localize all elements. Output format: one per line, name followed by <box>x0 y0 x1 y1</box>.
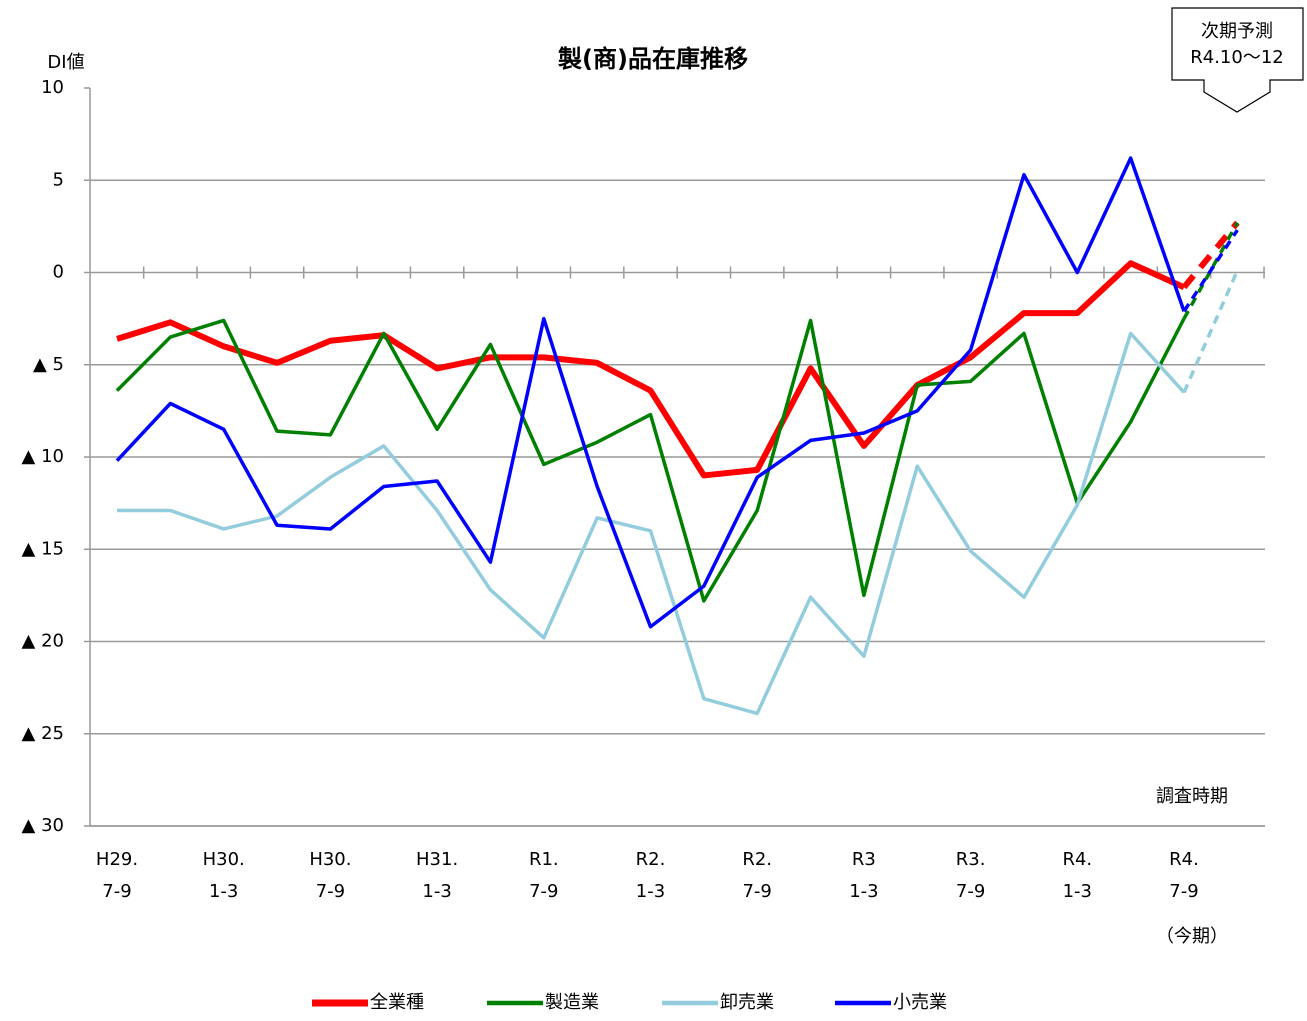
y-tick-label: ▲ 20 <box>22 631 64 652</box>
forecast-line <box>1182 221 1239 320</box>
legend-item: 小売業 <box>835 992 947 1013</box>
y-tick-label: ▲ 15 <box>22 538 64 559</box>
x-tick-label: 7-9 <box>102 881 131 902</box>
legend-label: 全業種 <box>370 992 424 1013</box>
legend-item: 卸売業 <box>662 992 774 1013</box>
forecast-line <box>1181 220 1240 290</box>
x-tick-label: 7-9 <box>316 881 345 902</box>
x-tick-label: H30. <box>203 849 245 870</box>
x-tick-label: H29. <box>96 849 138 870</box>
x-tick-label: 1-3 <box>1063 881 1092 902</box>
x-tick-label: 7-9 <box>956 881 985 902</box>
x-tick-label: R1. <box>529 849 559 870</box>
x-tick-label: H30. <box>309 849 351 870</box>
x-tick-label: R2. <box>742 849 772 870</box>
y-tick-label: ▲ 25 <box>22 723 64 744</box>
legend-item: 全業種 <box>312 992 424 1013</box>
forecast-callout: 次期予測 R4.10〜12 <box>1171 7 1304 113</box>
chart-title: 製(商)品在庫推移 <box>558 45 748 73</box>
y-tick-label: ▲ 5 <box>33 354 64 375</box>
y-tick-label: 5 <box>53 169 64 190</box>
series-line <box>117 331 1186 716</box>
y-tick-label: ▲ 10 <box>22 446 64 467</box>
series-line <box>115 156 1186 629</box>
x-tick-label: R2. <box>636 849 666 870</box>
y-axis-label: DI値 <box>47 52 84 73</box>
y-tick-label: 10 <box>41 77 64 98</box>
x-tick-label: H31. <box>416 849 458 870</box>
current-note: （今期） <box>1156 926 1228 947</box>
forecast-line <box>1182 269 1239 394</box>
y-tick-label: 0 <box>53 262 64 283</box>
legend-label: 卸売業 <box>720 992 774 1013</box>
x-tick-label: 1-3 <box>209 881 238 902</box>
callout-text: 次期予測 <box>1201 21 1273 42</box>
x-tick-label: 1-3 <box>422 881 451 902</box>
x-tick-label: R3. <box>956 849 986 870</box>
x-tick-label: 7-9 <box>1169 881 1198 902</box>
series-line <box>115 317 1186 603</box>
legend-item: 製造業 <box>487 992 599 1013</box>
x-tick-label: 7-9 <box>742 881 771 902</box>
callout-box <box>1171 7 1304 113</box>
x-tick-label: 1-3 <box>636 881 665 902</box>
x-tick-label: R4. <box>1062 849 1092 870</box>
callout-text: R4.10〜12 <box>1190 47 1284 68</box>
y-tick-label: ▲ 30 <box>22 815 64 836</box>
x-tick-label: R4. <box>1169 849 1199 870</box>
series-line <box>116 260 1186 479</box>
forecast-line <box>1182 229 1239 313</box>
legend-label: 小売業 <box>893 992 947 1013</box>
x-tick-label: 7-9 <box>529 881 558 902</box>
x-tick-label: 1-3 <box>849 881 878 902</box>
legend-label: 製造業 <box>545 992 599 1013</box>
x-tick-label: R3 <box>852 849 876 870</box>
x-axis-label: 調査時期 <box>1156 786 1228 807</box>
